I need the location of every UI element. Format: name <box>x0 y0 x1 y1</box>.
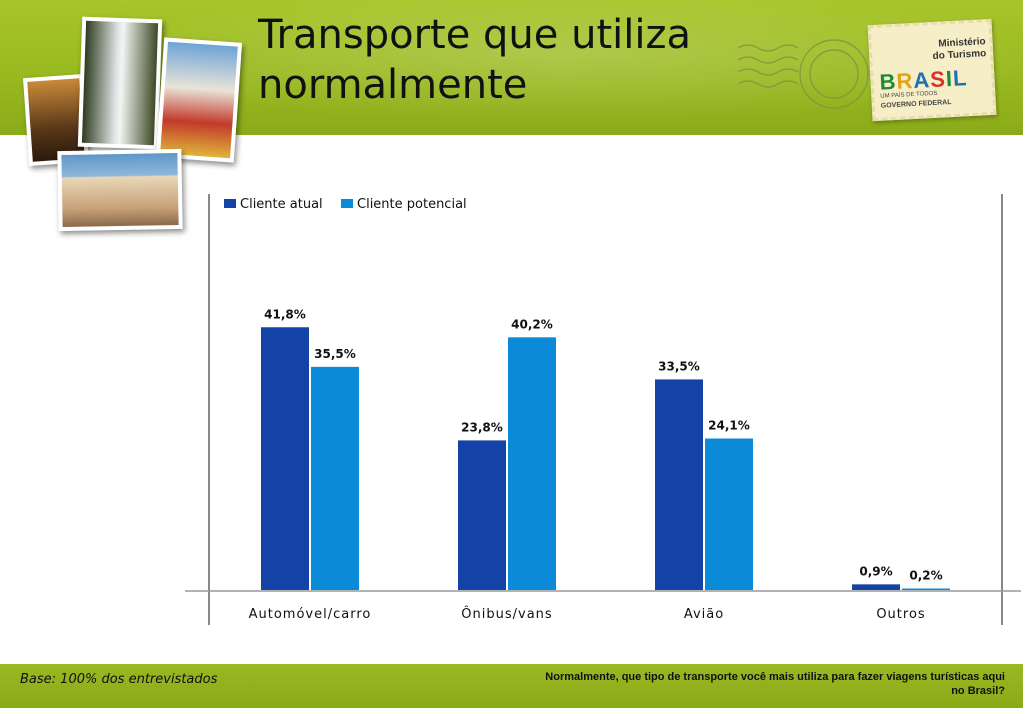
photo-church-festival <box>155 37 243 163</box>
legend-swatch-0 <box>224 199 236 208</box>
postmark-decoration <box>738 39 869 109</box>
data-label-2-0: 33,5% <box>658 359 700 373</box>
category-label-0: Automóvel/carro <box>249 607 372 622</box>
data-label-1-1: 40,2% <box>511 317 553 331</box>
bar-1-0 <box>458 440 506 590</box>
ministry-name: Ministério do Turismo <box>932 36 987 62</box>
bar-1-1 <box>508 337 556 590</box>
data-label-3-1: 0,2% <box>909 569 942 583</box>
legend-swatch-1 <box>341 199 353 208</box>
bar-3-1 <box>902 588 950 590</box>
category-label-1: Ônibus/vans <box>461 606 552 622</box>
bar-3-0 <box>852 584 900 590</box>
data-label-0-0: 41,8% <box>264 307 306 321</box>
category-label-group: Automóvel/carro Ônibus/vans Avião Outros <box>249 606 925 622</box>
government-label: GOVERNO FEDERAL <box>880 99 952 110</box>
legend-label-1: Cliente potencial <box>357 197 467 212</box>
category-label-3: Outros <box>876 607 925 622</box>
data-label-1-0: 23,8% <box>461 420 503 434</box>
slide-title: Transporte que utiliza normalmente <box>258 12 691 108</box>
legend-label-0: Cliente atual <box>240 197 323 212</box>
chart-legend: Cliente atual Cliente potencial <box>224 197 467 212</box>
bar-0-1 <box>311 366 359 590</box>
bar-chart: Cliente atual Cliente potencial 41,8% 35,5… <box>185 194 1021 625</box>
bar-group <box>261 327 950 590</box>
bar-0-0 <box>261 327 309 590</box>
data-label-0-1: 35,5% <box>314 347 356 361</box>
bar-2-1 <box>705 438 753 590</box>
ministry-stamp-logo: Ministério do Turismo BRASIL UM PAÍS DE … <box>867 18 997 122</box>
data-label-group: 41,8% 35,5% 23,8% 40,2% 33,5% 24,1% 0,9% 0,2% <box>264 307 942 582</box>
footer-band: Base: 100% dos entrevistados Normalmente… <box>0 664 1023 708</box>
survey-question: Normalmente, que tipo de transporte você… <box>545 671 1005 697</box>
photo-colonial-houses <box>57 148 183 232</box>
photo-waterfall <box>77 16 163 150</box>
bar-2-0 <box>655 379 703 590</box>
data-label-3-0: 0,9% <box>859 564 892 578</box>
category-label-2: Avião <box>684 607 724 622</box>
base-note: Base: 100% dos entrevistados <box>20 672 218 687</box>
data-label-2-1: 24,1% <box>708 419 750 433</box>
